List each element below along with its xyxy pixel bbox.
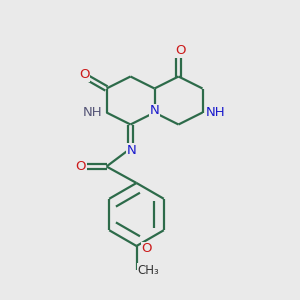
Text: O: O (142, 242, 152, 256)
Text: O: O (175, 44, 185, 58)
Text: O: O (76, 160, 86, 173)
Text: N: N (150, 104, 159, 118)
Text: O: O (79, 68, 89, 82)
Text: CH₃: CH₃ (138, 263, 159, 277)
Text: NH: NH (206, 106, 226, 119)
Text: N: N (127, 143, 137, 157)
Text: NH: NH (83, 106, 103, 119)
